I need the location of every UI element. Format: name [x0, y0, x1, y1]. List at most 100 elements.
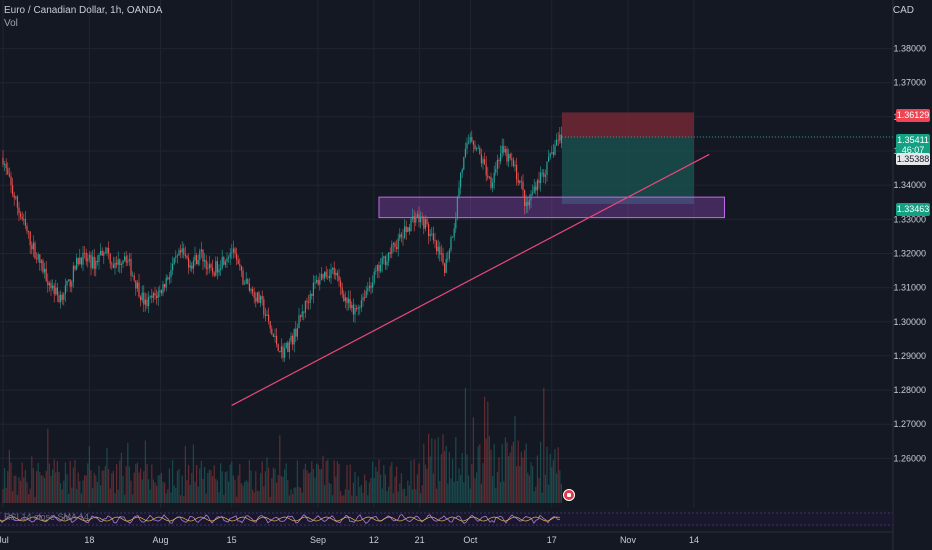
candle [288, 341, 290, 353]
volume-bar [514, 416, 516, 503]
candle [434, 240, 436, 241]
volume-bar [280, 475, 282, 503]
candle [18, 207, 20, 214]
candle [372, 282, 374, 288]
candle [109, 253, 111, 264]
volume-bar [287, 480, 289, 503]
candle [218, 269, 220, 273]
time-tick-label: Oct [463, 535, 478, 545]
volume-bar [400, 473, 402, 503]
candle [536, 180, 538, 191]
candle [124, 256, 126, 261]
volume-bar [301, 492, 303, 503]
volume-bar [460, 475, 462, 503]
candle [234, 248, 236, 254]
volume-bar [423, 443, 425, 503]
volume-bar [450, 478, 452, 503]
bid-price-tag: 1.35388 [896, 153, 930, 165]
trendline[interactable] [231, 153, 710, 406]
volume-bar [16, 494, 18, 503]
volume-bar [269, 496, 271, 503]
candle [551, 152, 553, 154]
volume-bar [340, 491, 342, 503]
candle [133, 275, 135, 281]
candle [277, 344, 279, 352]
candle [224, 261, 226, 265]
candle [500, 153, 502, 162]
volume-bar [228, 481, 230, 503]
candle [492, 182, 494, 188]
candle [178, 250, 180, 256]
volume-bar [525, 443, 527, 503]
volume-bar [292, 493, 294, 503]
candle [495, 168, 497, 173]
candle [140, 296, 142, 301]
candle [378, 264, 380, 272]
candle [528, 200, 530, 206]
volume-bar [117, 489, 119, 503]
candle [159, 290, 161, 292]
candle [45, 268, 47, 282]
candle [148, 296, 150, 307]
volume-bar [192, 444, 194, 503]
volume-bar [317, 464, 319, 503]
volume-bar [439, 481, 441, 503]
volume-bar [2, 488, 4, 503]
candle [36, 258, 38, 260]
candle [480, 154, 482, 164]
candle [364, 297, 366, 299]
candle [181, 248, 183, 253]
volume-bar [442, 434, 444, 503]
volume-bar [178, 469, 180, 503]
candle [101, 250, 103, 256]
alert-icon[interactable] [563, 489, 575, 501]
price-tick-label: 1.31000 [893, 283, 926, 293]
candle [405, 226, 407, 233]
volume-bar [32, 468, 34, 503]
volume-bar [199, 468, 201, 503]
candle [122, 260, 124, 265]
volume-bar [373, 478, 375, 503]
candle [415, 217, 417, 223]
candle [64, 285, 66, 295]
support-zone[interactable] [378, 196, 725, 219]
volume-bar [202, 478, 204, 503]
volume-bar [181, 475, 183, 503]
candle [421, 216, 423, 218]
candle [55, 287, 57, 295]
candle [53, 285, 55, 295]
volume-bar [250, 470, 252, 503]
candle [258, 292, 260, 303]
volume-bar [498, 457, 500, 503]
volume-bar [471, 464, 473, 503]
candle [344, 297, 346, 302]
volume-bar [26, 482, 28, 503]
candle [509, 154, 511, 159]
volume-bar [440, 453, 442, 503]
volume-bar [191, 472, 193, 503]
volume-bar [458, 468, 460, 503]
volume-bar [224, 472, 226, 503]
volume-bar [112, 470, 114, 503]
candle [80, 257, 82, 265]
volume-bar [536, 455, 538, 503]
volume-bar [520, 451, 522, 503]
candle [143, 292, 145, 305]
volume-bar [66, 474, 68, 503]
volume-bar [296, 460, 298, 503]
candle [100, 250, 102, 255]
candle [476, 148, 478, 150]
candle [460, 172, 462, 188]
candle [431, 233, 433, 235]
volume-bar [77, 472, 79, 503]
volume-bar [141, 479, 143, 503]
candle [426, 219, 428, 225]
volume-bar [311, 461, 313, 503]
time-tick-label: 17 [547, 535, 557, 545]
candle [250, 288, 252, 291]
candle [468, 141, 470, 144]
volume-bar [527, 472, 529, 503]
volume-bar [559, 470, 561, 503]
candle [119, 259, 121, 266]
